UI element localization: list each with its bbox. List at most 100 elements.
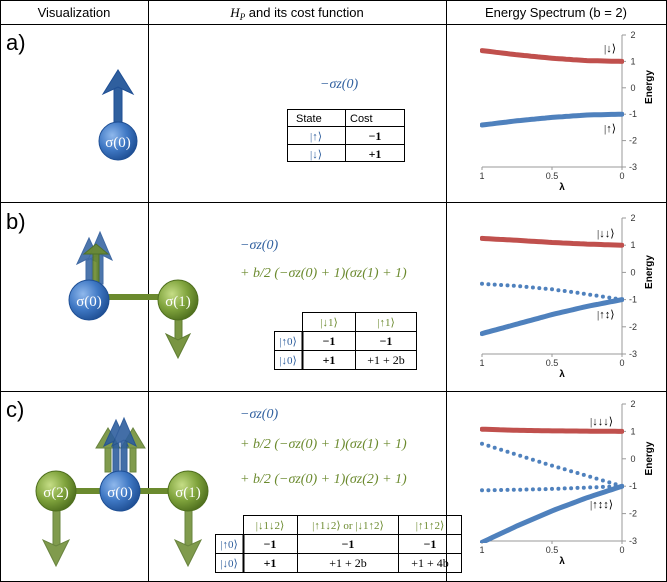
hamiltonian-term: −σz(0) [240, 238, 278, 253]
data-point [581, 472, 586, 477]
spin-down-arrow [82, 243, 192, 360]
sigma-label: σ(1) [175, 485, 201, 501]
header-visualization: Visualization [38, 5, 111, 20]
data-point [581, 291, 586, 296]
data-point [518, 453, 523, 458]
y-tick-label: -2 [629, 509, 637, 519]
data-point [543, 461, 548, 466]
x-tick-label: 1 [479, 171, 484, 181]
hamiltonian-term: + b/2 (−σz(0) + 1)(σz(2) + 1) [240, 472, 407, 487]
data-point [575, 290, 580, 295]
sigma-label: σ(0) [76, 294, 102, 310]
sigma-label: σ(0) [107, 485, 133, 501]
state-label-excited: |↓↓↓⟩ [590, 416, 613, 428]
energy-chart-a: 2 1 0 -1 -2 -3 1 0.5 0 λ Energy [479, 30, 655, 193]
cost-table-c: |↓1↓2⟩ |↑1↓2⟩ or |↓1↑2⟩ |↑1↑2⟩ |↑0⟩ −1 −… [215, 515, 462, 573]
x-tick-label: 0.5 [546, 171, 559, 181]
data-point [492, 488, 497, 493]
data-point [600, 478, 605, 483]
panel-label-a: a) [6, 30, 26, 55]
y-tick-label: 0 [630, 454, 635, 464]
data-point [480, 281, 484, 286]
table-row-header: |↓0⟩ [279, 355, 297, 367]
data-point [556, 486, 561, 491]
table-cell: |↓⟩ [310, 149, 322, 161]
hamiltonian-term: −σz(0) [240, 407, 278, 422]
table-cell: −1 [264, 537, 277, 551]
data-point [511, 487, 516, 492]
table-cell: −1 [323, 334, 336, 348]
data-point [543, 286, 548, 291]
spin-ball-1 [167, 470, 209, 512]
x-tick-label: 0 [619, 358, 624, 368]
visualization-b: σ(0) σ(1) [68, 230, 199, 360]
y-axis-label: Energy [644, 70, 655, 104]
energy-spectrum-charts: 2 1 0 -1 -2 -3 1 0.5 0 λ Energy 2 1 0 -1 -2 -3 1 0.5 0 λ Ener… [479, 30, 655, 567]
visualization-a: σ(0) [98, 69, 138, 161]
y-axis-label: Energy [644, 441, 655, 475]
spin-ball-0 [68, 279, 110, 321]
table-header: State [296, 113, 322, 125]
table-header: |↑1⟩ [377, 317, 395, 329]
series-line-0 [480, 235, 624, 248]
y-tick-label: -2 [629, 322, 637, 332]
table-header: |↓1⟩ [320, 317, 338, 329]
data-point [537, 459, 542, 464]
y-tick-label: 0 [630, 267, 635, 277]
spin-arrows-blue [102, 416, 137, 477]
y-tick-label: -2 [629, 136, 637, 146]
data-point [524, 455, 529, 460]
series-line-0 [480, 48, 624, 64]
data-point [550, 463, 554, 468]
data-point [505, 449, 510, 454]
y-tick-label: 1 [630, 240, 635, 250]
sigma-label: σ(2) [43, 485, 69, 501]
data-point [537, 286, 542, 291]
table-cell: −1 [424, 537, 437, 551]
table-cell: +1 + 2b [367, 353, 405, 367]
data-point [511, 451, 516, 456]
data-point [550, 486, 554, 491]
y-tick-label: -1 [629, 109, 637, 119]
table-header: Cost [350, 113, 373, 125]
x-tick-label: 0 [619, 545, 624, 555]
x-axis-label: λ [559, 369, 565, 380]
x-tick-label: 1 [479, 358, 484, 368]
bond [100, 294, 178, 300]
x-tick-label: 0 [619, 171, 624, 181]
data-point [562, 486, 567, 491]
data-point [575, 485, 580, 490]
state-label-excited: |↓⟩ [604, 43, 616, 55]
energy-chart-c: 2 1 0 -1 -2 -3 1 0.5 0 λ Energy [479, 399, 655, 567]
data-point [505, 487, 510, 492]
data-point [607, 295, 612, 300]
data-point [480, 488, 484, 493]
table-cell: −1 [380, 334, 393, 348]
y-tick-label: 2 [630, 399, 635, 409]
data-point [480, 441, 484, 446]
spin-ball-0 [98, 121, 138, 161]
spin-ball-0 [99, 470, 141, 512]
series-dots-2 [480, 484, 624, 493]
data-point [594, 293, 599, 298]
data-point [524, 487, 529, 492]
header-energy-spectrum: Energy Spectrum (b = 2) [485, 5, 627, 20]
x-tick-label: 1 [479, 545, 484, 555]
sigma-label: σ(0) [105, 135, 131, 151]
data-point [588, 485, 593, 490]
table-header: |↑1↓2⟩ or |↓1↑2⟩ [312, 520, 384, 532]
y-tick-label: 2 [630, 30, 635, 40]
spin-ball-1 [157, 279, 199, 321]
data-point [594, 485, 599, 490]
y-tick-label: 1 [630, 426, 635, 436]
series-dots-1 [480, 281, 624, 302]
data-point [562, 467, 567, 472]
data-point [486, 282, 491, 287]
hamiltonian-term: + b/2 (−σz(0) + 1)(σz(1) + 1) [240, 266, 407, 281]
header-hamiltonian: HP and its cost function [229, 5, 363, 22]
table-cell: +1 [264, 556, 277, 570]
data-point [486, 488, 491, 493]
data-point [600, 294, 605, 299]
x-axis-label: λ [559, 556, 565, 567]
data-point [588, 292, 593, 297]
